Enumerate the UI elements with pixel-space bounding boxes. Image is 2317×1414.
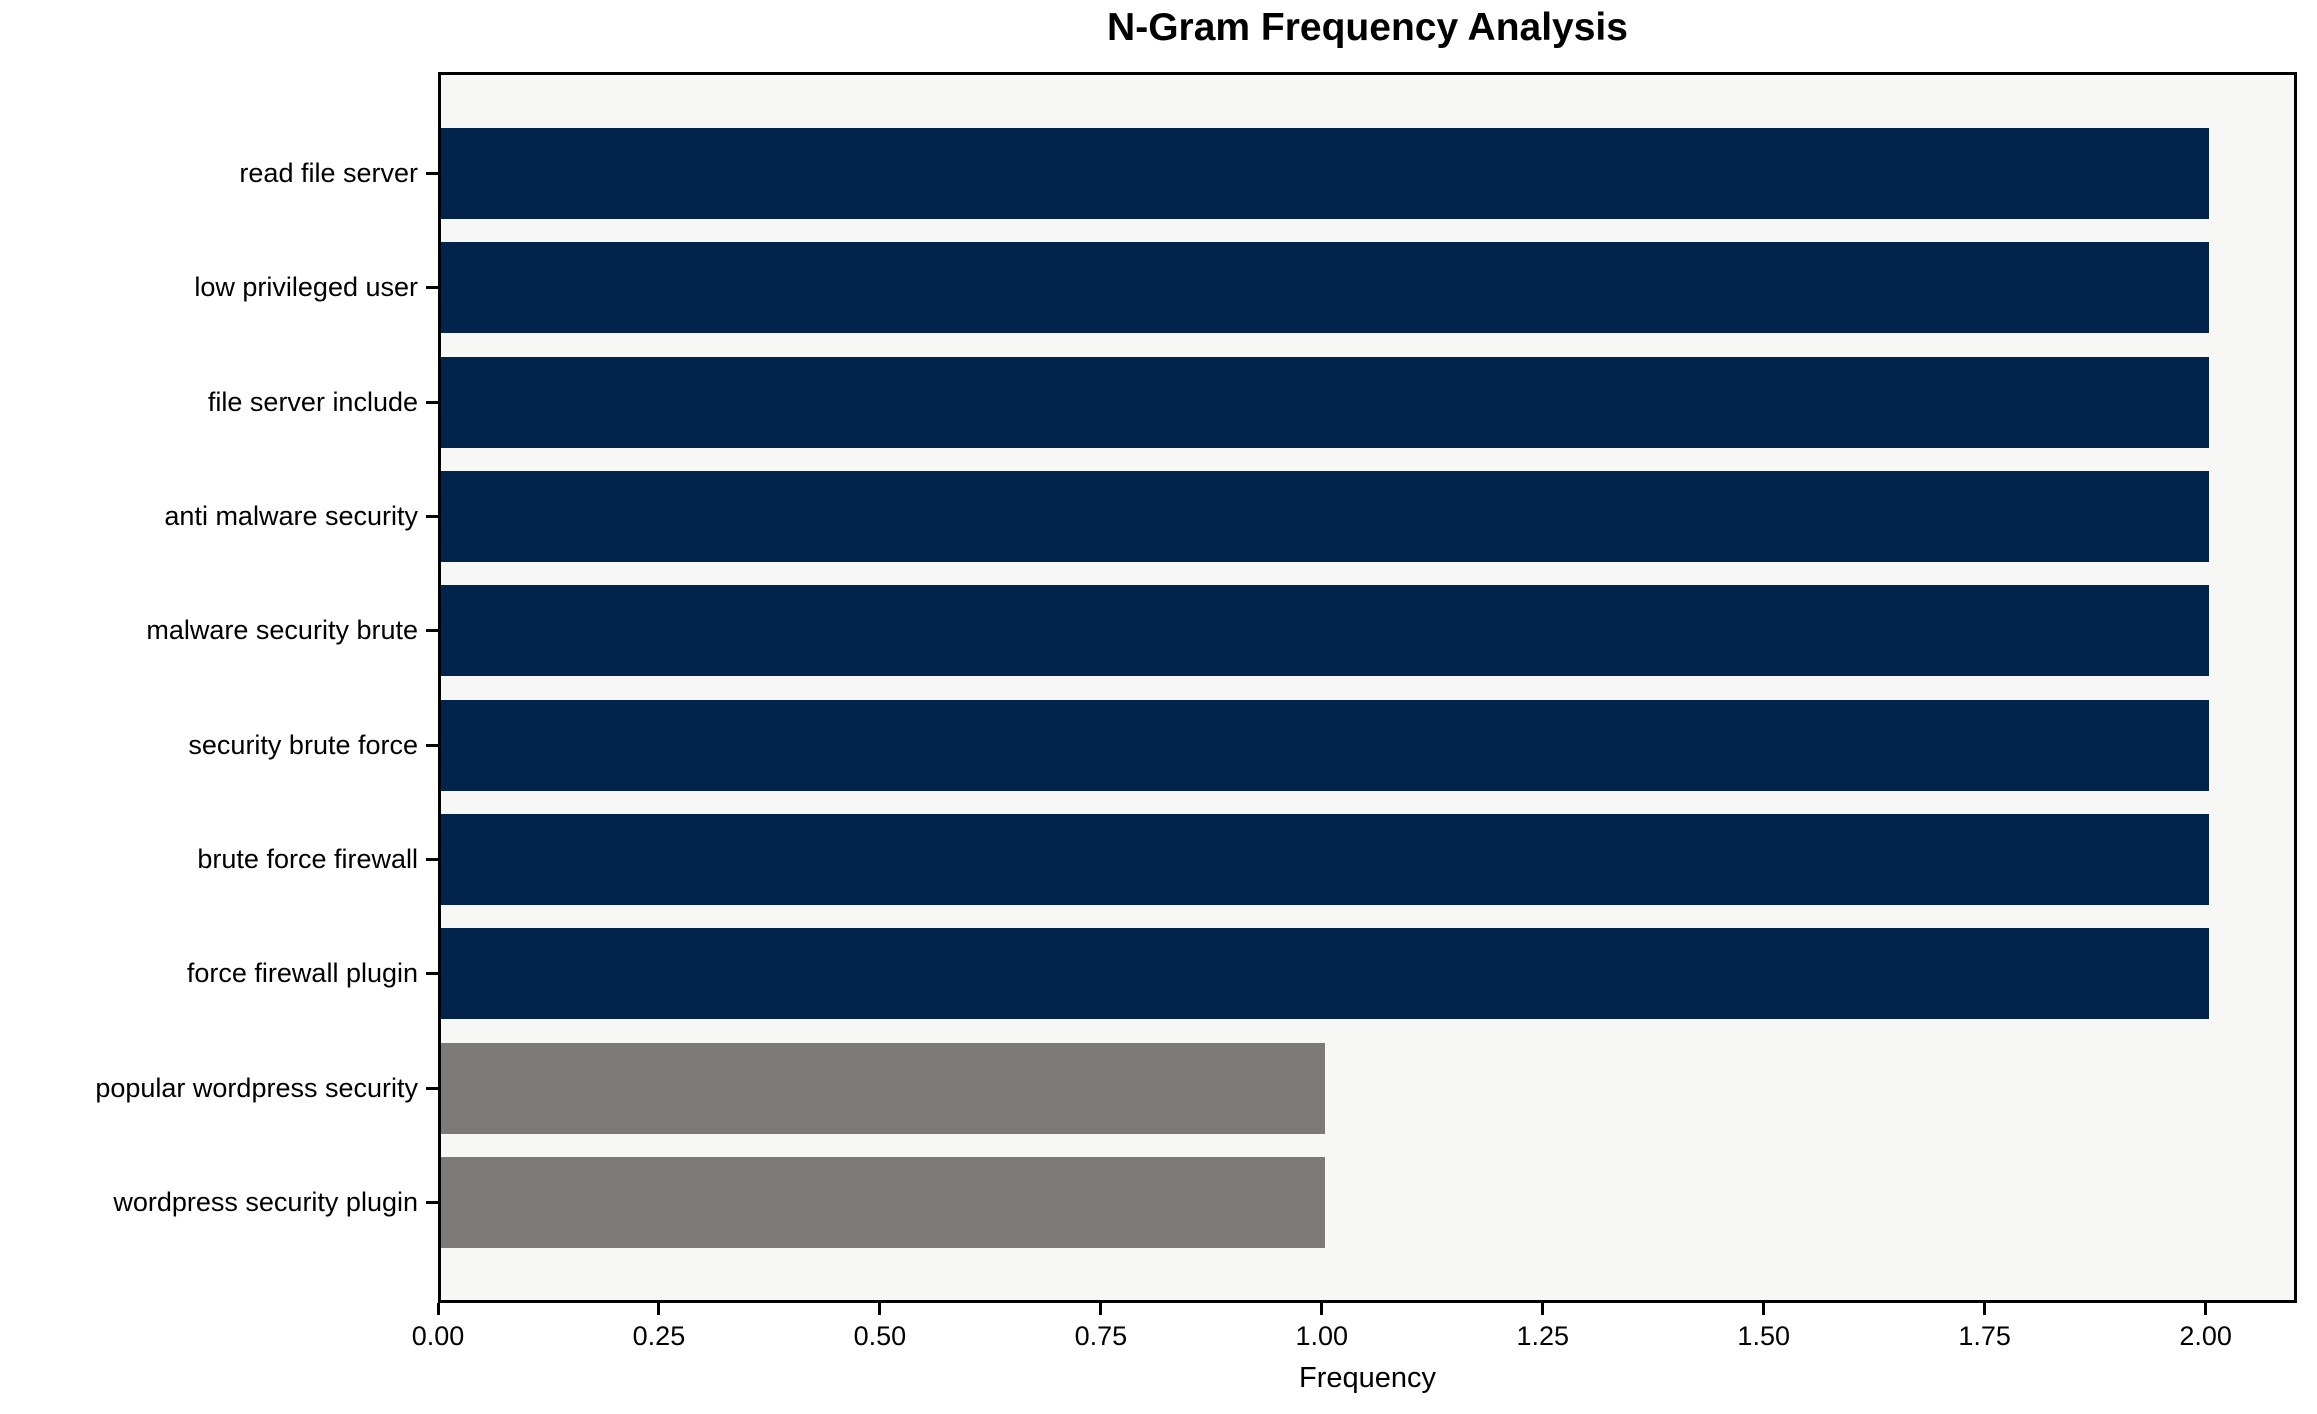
y-tick-label: security brute force <box>188 729 418 760</box>
x-tick-mark <box>657 1303 661 1315</box>
bar <box>441 928 2209 1020</box>
x-tick-mark <box>436 1303 440 1315</box>
x-tick-mark <box>1320 1303 1324 1315</box>
y-tick-mark <box>426 629 438 633</box>
y-tick-label: read file server <box>239 158 418 188</box>
y-tick-label: anti malware security <box>164 500 418 531</box>
y-tick-label: brute force firewall <box>197 843 418 874</box>
x-tick-mark <box>878 1303 882 1315</box>
y-tick-label: low privileged user <box>194 272 418 303</box>
y-tick-label: malware security brute <box>146 615 418 646</box>
y-tick-label: file server include <box>207 386 418 417</box>
x-tick-label: 0.75 <box>1074 1321 1128 1351</box>
x-tick-mark <box>1762 1303 1766 1315</box>
x-tick-label: 1.50 <box>1737 1321 1790 1351</box>
y-tick-mark <box>426 514 438 518</box>
chart-title: N-Gram Frequency Analysis <box>1107 6 1628 49</box>
x-tick-mark <box>1541 1303 1545 1315</box>
y-tick-mark <box>426 286 438 290</box>
y-tick-mark <box>426 857 438 861</box>
x-tick-label: 0.25 <box>632 1321 686 1351</box>
y-tick-mark <box>426 172 438 175</box>
y-tick-label: force firewall plugin <box>186 958 418 989</box>
x-tick-label: 1.25 <box>1516 1321 1570 1351</box>
bar <box>441 470 2209 562</box>
bar <box>441 813 2209 905</box>
y-tick-mark <box>426 972 438 976</box>
x-tick-label: 0.00 <box>411 1321 465 1351</box>
y-tick-label: popular wordpress security <box>95 1072 418 1103</box>
y-tick-mark <box>426 400 438 404</box>
x-tick-label: 1.75 <box>1958 1321 2011 1351</box>
x-tick-label: 2.00 <box>2179 1321 2232 1351</box>
bar <box>441 1042 1325 1134</box>
x-tick-mark <box>1099 1303 1103 1315</box>
y-tick-mark <box>426 1086 438 1090</box>
x-tick-mark <box>2204 1303 2208 1315</box>
bar <box>441 1156 1325 1248</box>
x-tick-mark <box>1983 1303 1987 1315</box>
x-tick-label: 0.50 <box>853 1321 907 1351</box>
bar <box>441 242 2209 334</box>
bar <box>441 585 2209 677</box>
y-tick-mark <box>426 1200 438 1204</box>
bar <box>441 699 2209 791</box>
y-tick-mark <box>426 743 438 747</box>
x-tick-label: 1.00 <box>1295 1321 1349 1351</box>
x-axis-label: Frequency <box>1298 1362 1436 1394</box>
bar <box>441 128 2209 219</box>
y-tick-label: wordpress security plugin <box>113 1186 418 1217</box>
bar <box>441 356 2209 448</box>
